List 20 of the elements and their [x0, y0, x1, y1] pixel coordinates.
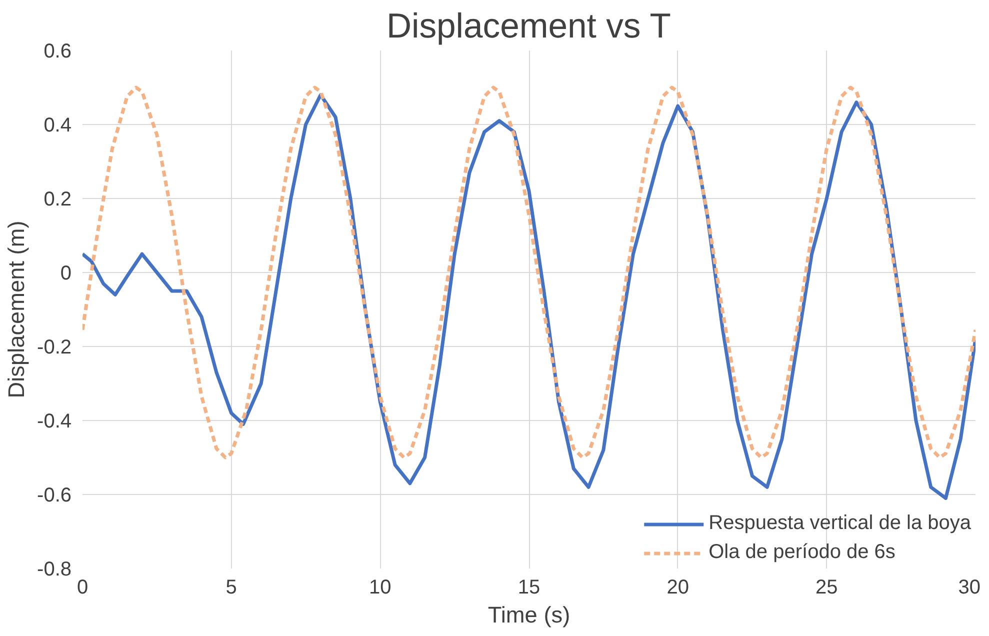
y-axis-title: Displacement (m) — [3, 220, 30, 398]
y-tick-label: -0.2 — [37, 336, 72, 358]
y-tick-label: -0.6 — [37, 484, 72, 506]
y-tick-label: -0.4 — [37, 410, 72, 432]
x-tick-label: 15 — [518, 576, 540, 598]
chart-title: Displacement vs T — [386, 8, 671, 46]
y-tick-label: 0.6 — [44, 40, 72, 62]
y-tick-label: 0 — [60, 262, 72, 284]
y-tick-label: 0.4 — [44, 114, 72, 136]
x-tick-label: 25 — [816, 576, 838, 598]
x-tick-label: 30 — [958, 576, 981, 598]
x-tick-label: 0 — [76, 576, 88, 598]
x-tick-label: 20 — [666, 576, 689, 598]
y-tick-label: 0.2 — [44, 188, 72, 210]
legend-label: Ola de período de 6s — [708, 541, 896, 564]
x-axis-title: Time (s) — [488, 602, 570, 628]
y-tick-label: -0.8 — [37, 558, 72, 580]
x-tick-label: 10 — [369, 576, 392, 598]
x-tick-label: 5 — [226, 576, 237, 598]
legend-label: Respuesta vertical de la boya — [708, 512, 971, 535]
